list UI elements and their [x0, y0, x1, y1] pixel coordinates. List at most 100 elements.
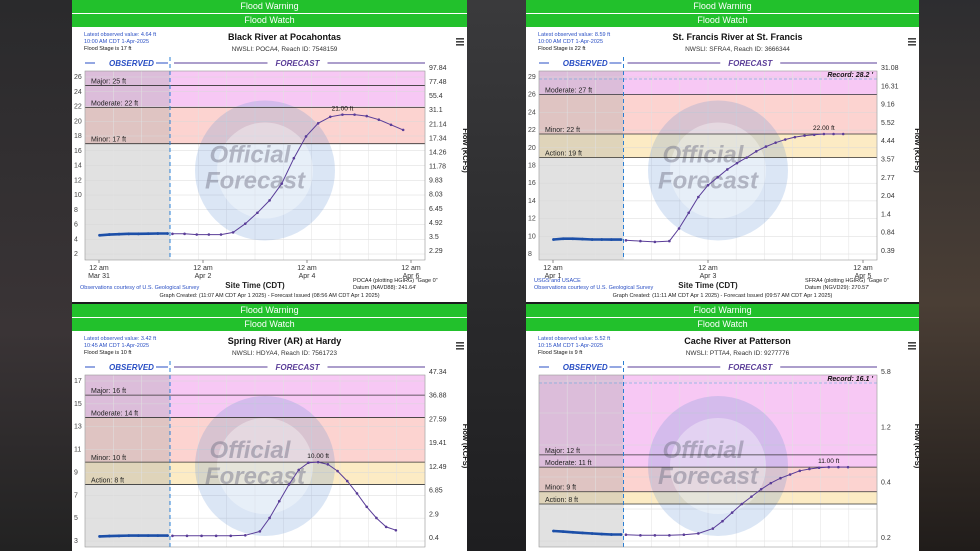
menu-line [908, 342, 916, 344]
observed-data-point [581, 531, 584, 535]
footer-gage: SFRA4 (plotting HGIRG) "Gage 0" [805, 278, 889, 284]
observed-data-point [156, 232, 160, 235]
x-tick-label: 12 am [698, 265, 718, 272]
y-tick-label-left: 17 [74, 378, 82, 385]
y-tick-label-left: 2 [74, 251, 78, 258]
chart-title: Spring River (AR) at Hardy [228, 336, 342, 346]
y-tick-label-left: 26 [528, 92, 536, 99]
flood-warning-banner: Flood Warning [72, 304, 467, 317]
forecast-data-point [375, 516, 378, 520]
y-tick-label-right: 0.4 [881, 480, 891, 487]
watermark-official: Official [210, 437, 292, 464]
hamburger-menu-icon [456, 38, 464, 46]
forecast-data-point [624, 533, 628, 537]
forecast-data-point [808, 467, 811, 471]
noaa-watermark-inner [670, 122, 766, 219]
forecast-data-point [355, 492, 359, 495]
observed-data-point [137, 534, 140, 538]
forecast-data-point [328, 115, 332, 119]
forecast-data-point [668, 534, 671, 537]
observed-data-point [619, 238, 623, 242]
forecast-data-point [214, 534, 218, 538]
forecast-data-point [697, 532, 700, 535]
y-tick-label-right: 3.57 [881, 157, 895, 164]
forecast-data-point [687, 211, 690, 215]
forecast-series-line [172, 114, 404, 236]
y-tick-label-left: 26 [74, 74, 82, 81]
forecast-data-point [798, 469, 802, 473]
flood-category-label: Major: 12 ft [545, 448, 580, 455]
y-tick-label-right: 2.04 [881, 193, 895, 200]
y-tick-label-right: 2.29 [429, 248, 443, 255]
menu-line [456, 44, 464, 46]
forecast-data-point [759, 487, 763, 491]
flood-category-label: Moderate: 11 ft [545, 460, 592, 467]
observed-label: OBSERVED [563, 363, 608, 372]
forecast-data-point [336, 469, 339, 473]
flood-category-label: Major: 25 ft [91, 79, 126, 86]
hamburger-menu-icon [456, 342, 464, 350]
flood-watch-banner: Flood Watch [72, 14, 467, 27]
y-tick-label-right: 8.03 [429, 192, 443, 199]
forecast-data-point [377, 118, 381, 122]
observed-data-point [581, 237, 584, 241]
chart-subtitle: NWSLI: HDYA4, Reach ID: 7561723 [232, 350, 337, 357]
y-tick-label-right: 4.92 [429, 220, 443, 227]
x-tick-label: 12 am [543, 265, 563, 272]
flood-category-label: Major: 16 ft [91, 388, 126, 395]
chart-title: St. Francis River at St. Francis [672, 32, 802, 42]
forecast-data-point [653, 534, 657, 537]
y-tick-label-right: 0.4 [429, 535, 439, 542]
y-tick-label-right: 3.5 [429, 234, 439, 241]
observed-data-point [98, 534, 101, 538]
flood-warning-banner: Flood Warning [526, 304, 919, 317]
y-tick-label-left: 14 [74, 163, 82, 170]
observed-data-point [561, 237, 565, 241]
forecast-data-point [668, 239, 671, 243]
flood-stage-text: Flood Stage is 17 ft [84, 46, 132, 52]
y-tick-label-left: 8 [74, 207, 78, 214]
noaa-watermark-icon [648, 100, 788, 241]
forecast-data-point [779, 476, 782, 480]
observed-data-point [146, 232, 150, 236]
y-tick-label-right: 6.85 [429, 488, 443, 495]
footer-datum: Datum (NGVD29): 270.57' [805, 285, 869, 291]
right-axis-label: Flow (KCFS) [913, 424, 919, 469]
hamburger-menu-icon [908, 38, 916, 46]
y-tick-label-left: 5 [74, 515, 78, 522]
flood-watch-banner: Flood Watch [526, 318, 919, 331]
forecast-data-point [341, 113, 344, 116]
forecast-data-point [774, 141, 777, 144]
observed-data-point [619, 533, 623, 536]
y-tick-label-left: 4 [74, 236, 78, 243]
noaa-watermark-inner [670, 418, 766, 514]
y-tick-label-right: 0.39 [881, 248, 895, 255]
observed-series-line [553, 237, 622, 241]
footer-gage: POCA4 (plotting HGIRG) "Gage 0" [353, 278, 438, 284]
y-tick-label-right: 0.84 [881, 230, 895, 237]
y-tick-label-left: 7 [74, 492, 78, 499]
forecast-data-point [401, 128, 405, 132]
flood-warning-banner: Flood Warning [526, 0, 919, 13]
observed-data-point [166, 232, 169, 235]
forecast-data-point [229, 534, 233, 538]
watermark-official: Official [663, 437, 745, 464]
observed-time: 10:15 AM CDT 1-Apr-2025 [538, 343, 603, 349]
y-tick-label-right: 5.52 [881, 120, 895, 127]
flood-stage-text: Flood Stage is 9 ft [538, 350, 583, 356]
x-tick-label: Apr 3 [700, 273, 717, 280]
forecast-data-point [822, 132, 826, 136]
forecast-data-point [769, 481, 773, 485]
plot-frame [84, 70, 426, 261]
forecast-data-point [745, 156, 748, 159]
forecast-data-point [243, 222, 247, 225]
y-tick-label-right: 55.4 [429, 93, 443, 100]
forecast-label: FORECAST [276, 363, 321, 372]
observed-data-point [590, 238, 594, 241]
observed-shade [539, 375, 624, 547]
forecast-data-point [171, 232, 174, 236]
forecast-data-point [195, 233, 199, 236]
forecast-data-point [345, 479, 349, 483]
